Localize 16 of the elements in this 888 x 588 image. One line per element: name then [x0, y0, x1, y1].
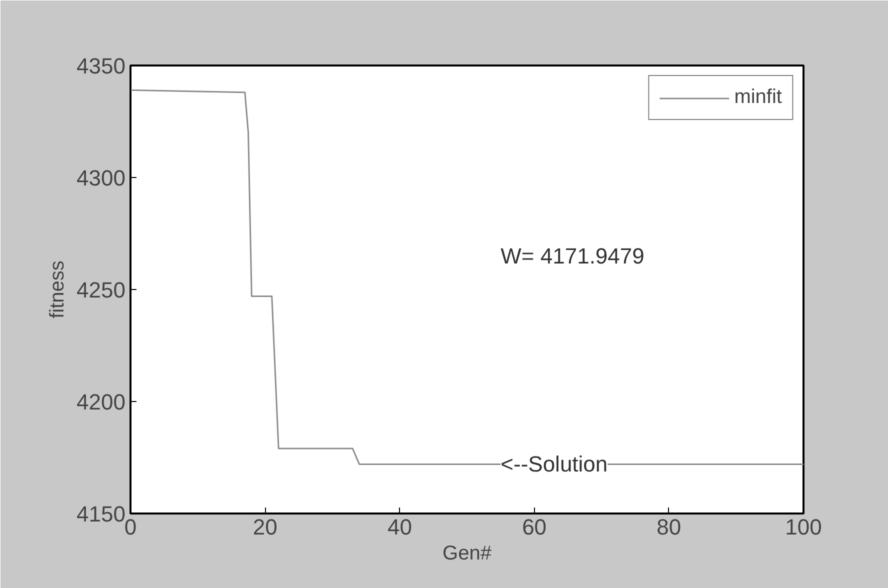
- y-tick-label: 4350: [76, 54, 126, 78]
- x-tick-label: 0: [124, 514, 137, 540]
- x-tick-label: 80: [656, 514, 682, 540]
- annotation: <--Solution: [500, 452, 608, 477]
- y-tick-label: 4250: [76, 278, 126, 302]
- x-tick-label: 100: [785, 514, 822, 540]
- y-tick-label: 4200: [76, 390, 126, 414]
- annotation: W= 4171.9479: [500, 243, 644, 268]
- y-axis-title: fitness: [46, 260, 69, 318]
- y-tick-label: 4300: [76, 166, 126, 190]
- y-tick-label: 4150: [76, 502, 126, 526]
- x-tick-label: 40: [387, 514, 412, 540]
- x-axis-title: Gen#: [442, 542, 492, 564]
- legend-label: minfit: [734, 86, 782, 109]
- x-tick-label: 20: [252, 514, 278, 540]
- x-tick-label: 60: [522, 514, 547, 540]
